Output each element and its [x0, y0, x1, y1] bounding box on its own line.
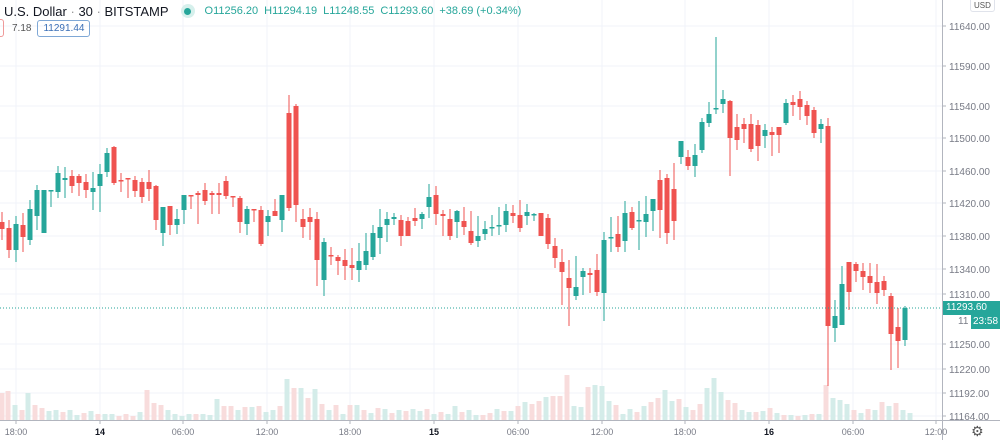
symbol-name: U.S. Dollar	[4, 3, 67, 19]
svg-text:11164.00: 11164.00	[949, 412, 990, 423]
last-price-badge: 11293.60	[943, 301, 1000, 315]
bar-countdown-badge: 23:58	[971, 315, 1000, 329]
chart-grid	[0, 0, 942, 420]
volume-bars	[0, 375, 913, 420]
sell-button[interactable]	[0, 19, 4, 37]
buy-button[interactable]: 11291.44	[37, 19, 91, 37]
svg-text:06:00: 06:00	[172, 427, 195, 437]
svg-text:11310.00: 11310.00	[949, 290, 990, 301]
low-value: L11248.55	[323, 5, 375, 17]
open-value: O11256.20	[204, 5, 259, 17]
svg-text:11500.00: 11500.00	[949, 134, 990, 145]
svg-text:11250.00: 11250.00	[949, 340, 990, 351]
svg-text:12:00: 12:00	[256, 427, 279, 437]
svg-text:18:00: 18:00	[674, 427, 697, 437]
exchange: BITSTAMP	[104, 3, 169, 19]
svg-text:06:00: 06:00	[842, 427, 865, 437]
partial-axis-label: 11	[958, 315, 968, 329]
svg-text:06:00: 06:00	[507, 427, 530, 437]
spread-value: 7.18	[12, 22, 32, 34]
price-candles	[0, 37, 908, 386]
countdown-label: 23:58	[973, 316, 999, 327]
svg-text:11590.00: 11590.00	[949, 62, 990, 73]
high-value: H11294.19	[264, 5, 318, 17]
svg-text:18:00: 18:00	[339, 427, 362, 437]
svg-text:12:00: 12:00	[591, 427, 614, 437]
svg-text:15: 15	[429, 427, 439, 437]
close-value: C11293.60	[380, 5, 434, 17]
svg-text:11380.00: 11380.00	[949, 232, 990, 243]
settings-gear-icon[interactable]: ⚙	[971, 423, 984, 439]
currency-label[interactable]: USD	[970, 0, 995, 12]
svg-text:11192.00: 11192.00	[949, 389, 990, 400]
symbol-title[interactable]: U.S. Dollar · 30 · BITSTAMP	[4, 3, 169, 19]
svg-text:18:00: 18:00	[5, 427, 28, 437]
svg-text:11420.00: 11420.00	[949, 199, 990, 210]
svg-text:11640.00: 11640.00	[949, 22, 990, 33]
ohlc-values: O11256.20 H11294.19 L11248.55 C11293.60 …	[205, 5, 522, 17]
last-price-label: 11293.60	[946, 302, 987, 313]
svg-text:12:00: 12:00	[925, 427, 948, 437]
market-status-icon	[180, 4, 195, 18]
svg-text:11220.00: 11220.00	[949, 365, 990, 376]
svg-text:11340.00: 11340.00	[949, 265, 990, 276]
trade-row: 7.18 11291.44	[0, 18, 91, 38]
partial-label-text: 11	[958, 316, 969, 327]
svg-text:16: 16	[764, 427, 774, 437]
svg-text:11540.00: 11540.00	[949, 102, 990, 113]
interval: 30	[78, 3, 93, 19]
svg-text:11460.00: 11460.00	[949, 167, 990, 178]
change-value: +38.69 (+0.34%)	[439, 5, 522, 17]
svg-text:14: 14	[95, 427, 105, 437]
chart-legend: U.S. Dollar · 30 · BITSTAMP O11256.20 H1…	[4, 2, 521, 20]
